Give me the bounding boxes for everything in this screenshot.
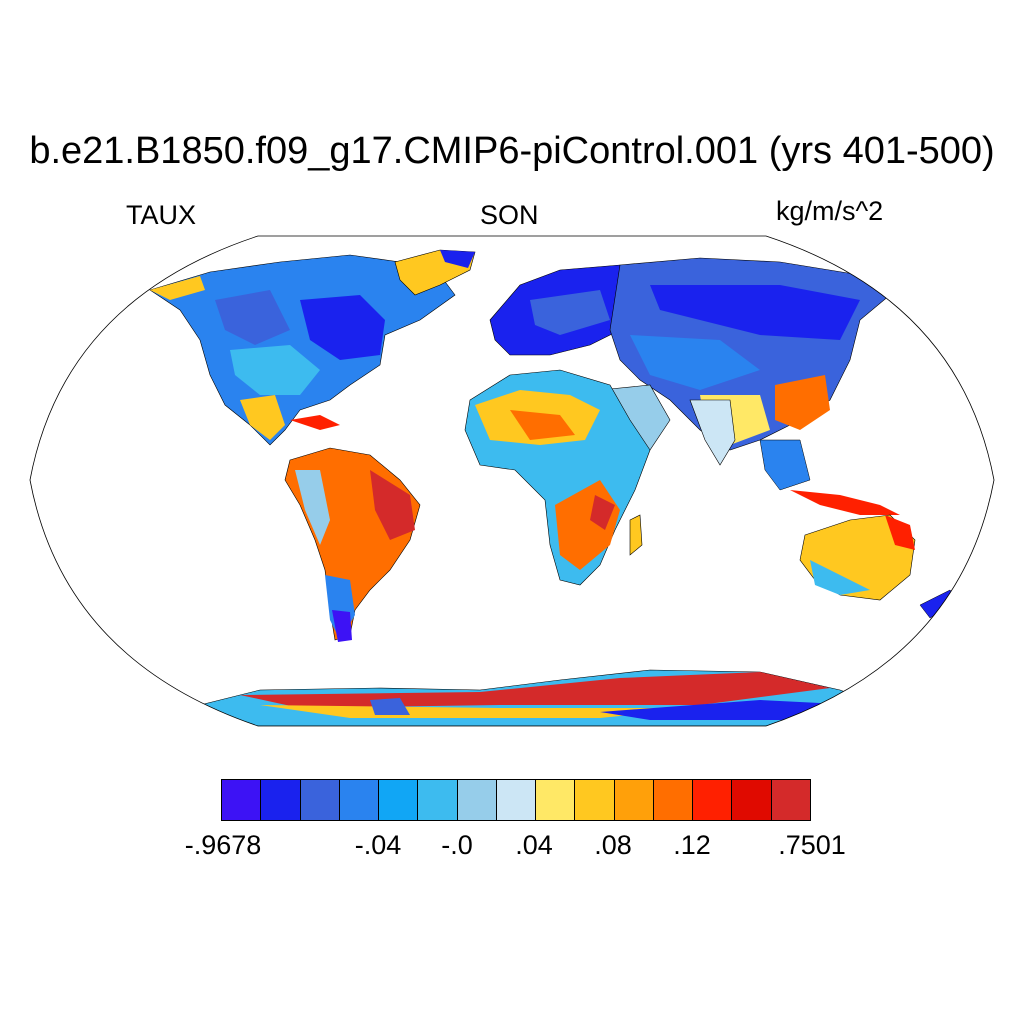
colorbar-swatch (379, 780, 419, 820)
colorbar-swatch (222, 780, 262, 820)
region-alaska (150, 276, 205, 300)
region-central-asia (630, 335, 760, 390)
colorbar-label: -.04 (354, 830, 402, 860)
region-china-east (775, 375, 830, 430)
colorbar-swatch (575, 780, 615, 820)
colorbar-swatch (536, 780, 576, 820)
region-na-central (230, 345, 320, 395)
region-siberia (650, 285, 860, 340)
colorbar (221, 779, 811, 821)
colorbar-swatch (496, 780, 537, 820)
colorbar-label: -.0 (441, 830, 473, 860)
colorbar-label: .04 (515, 830, 553, 860)
colorbar-swatch (653, 780, 694, 820)
colorbar-swatch (614, 780, 654, 820)
colorbar-label: .08 (594, 830, 632, 860)
region-na-west (215, 290, 290, 345)
colorbar-swatch (693, 780, 733, 820)
colorbar-swatch (732, 780, 772, 820)
colorbar-swatch (457, 780, 497, 820)
plot-title: b.e21.B1850.f09_g17.CMIP6-piControl.001 … (29, 130, 995, 172)
colorbar-label-min: -.9678 (184, 830, 262, 860)
colorbar-label-max: .7501 (778, 830, 846, 860)
map-boundary (29, 235, 995, 727)
colorbar-swatch (418, 780, 458, 820)
landmass-india (689, 399, 736, 466)
colorbar-swatch (339, 780, 380, 820)
landmass-new-zealand (919, 589, 959, 619)
region-na-northeast (300, 295, 385, 360)
region-brazil-east (370, 470, 415, 540)
region-andes (295, 470, 330, 545)
colorbar-swatch (300, 780, 340, 820)
colorbar-swatch (771, 780, 810, 820)
units-label: kg/m/s^2 (776, 196, 884, 226)
colorbar-swatch (261, 780, 301, 820)
region-mexico (240, 395, 285, 440)
colorbar-label: .12 (673, 830, 711, 860)
season-label: SON (480, 200, 539, 230)
landmass-madagascar (629, 514, 643, 556)
variable-label: TAUX (126, 200, 197, 230)
